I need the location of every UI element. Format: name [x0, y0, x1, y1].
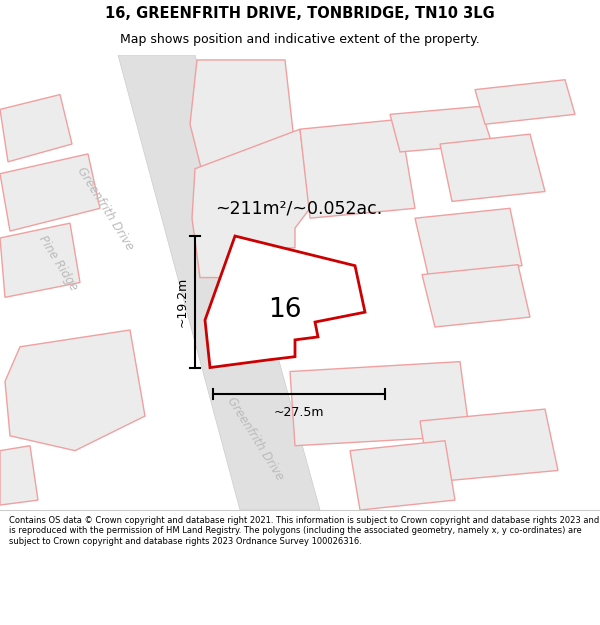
Polygon shape [0, 446, 38, 505]
Polygon shape [192, 129, 310, 278]
Text: Greenfrith Drive: Greenfrith Drive [224, 395, 286, 482]
Text: ~211m²/~0.052ac.: ~211m²/~0.052ac. [215, 199, 382, 217]
Polygon shape [422, 265, 530, 327]
Polygon shape [190, 60, 295, 184]
Polygon shape [300, 119, 415, 218]
Polygon shape [5, 330, 145, 451]
Text: Map shows position and indicative extent of the property.: Map shows position and indicative extent… [120, 33, 480, 46]
Polygon shape [0, 223, 80, 298]
Polygon shape [0, 94, 72, 162]
Polygon shape [0, 154, 100, 231]
Text: Pine Ridge: Pine Ridge [36, 232, 80, 292]
Polygon shape [475, 80, 575, 124]
Polygon shape [290, 362, 470, 446]
Polygon shape [415, 208, 522, 274]
Polygon shape [350, 441, 455, 510]
Text: 16: 16 [268, 298, 302, 323]
Text: 16, GREENFRITH DRIVE, TONBRIDGE, TN10 3LG: 16, GREENFRITH DRIVE, TONBRIDGE, TN10 3L… [105, 6, 495, 21]
Polygon shape [440, 134, 545, 201]
Polygon shape [390, 106, 492, 152]
Text: Greenfrith Drive: Greenfrith Drive [74, 164, 136, 252]
Polygon shape [205, 236, 365, 368]
Text: Contains OS data © Crown copyright and database right 2021. This information is : Contains OS data © Crown copyright and d… [9, 516, 599, 546]
Text: ~19.2m: ~19.2m [176, 277, 189, 327]
Text: ~27.5m: ~27.5m [274, 406, 324, 419]
Polygon shape [118, 55, 320, 510]
Polygon shape [420, 409, 558, 482]
